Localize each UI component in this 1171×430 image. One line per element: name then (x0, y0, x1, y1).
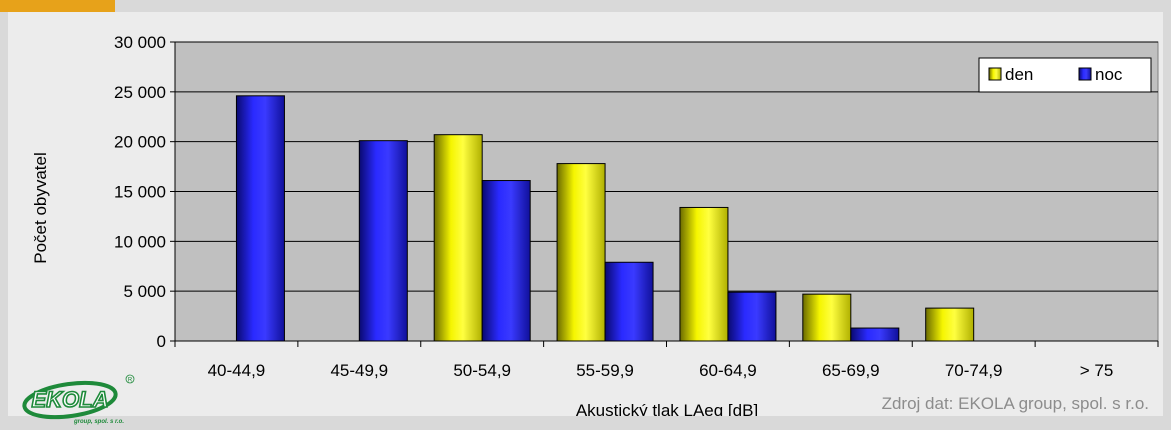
x-tick-label: 60-64,9 (699, 361, 757, 380)
x-tick-label: 70-74,9 (945, 361, 1003, 380)
bar-chart: 0 5 000 10 000 15 000 20 000 25 000 30 000 40-4… (31, 33, 1159, 416)
x-axis-title: Akustický tlak LAeq [dB] (576, 401, 758, 416)
source-note: Zdroj dat: EKOLA group, spol. s r.o. (881, 394, 1149, 413)
y-tick-label: 15 000 (114, 183, 166, 202)
legend-label-den: den (1005, 65, 1033, 84)
bar-noc (481, 180, 531, 342)
legend-swatch-noc (1078, 67, 1092, 81)
y-tick-label: 5 000 (123, 282, 166, 301)
bar-den (925, 307, 975, 342)
x-tick-label: > 75 (1080, 361, 1114, 380)
bar-den (433, 134, 483, 342)
ekola-logo: EKOLA R (22, 374, 135, 420)
logo-tagline: group, spol. s r.o. (74, 419, 125, 425)
bar-noc (235, 95, 285, 342)
bar-noc (358, 140, 408, 342)
bar-noc (727, 291, 777, 342)
y-tick-label: 25 000 (114, 83, 166, 102)
bar-noc (850, 327, 900, 342)
x-tick-label: 50-54,9 (453, 361, 511, 380)
bar-den (679, 206, 729, 342)
legend-swatch-den (988, 67, 1002, 81)
corner-tab (0, 0, 115, 12)
x-tick-label: 40-44,9 (208, 361, 266, 380)
chart-panel: 0 5 000 10 000 15 000 20 000 25 000 30 000 40-4… (8, 12, 1163, 425)
x-tick-label: 45-49,9 (330, 361, 388, 380)
bar-noc (604, 261, 654, 342)
logo-text: EKOLA (32, 387, 109, 412)
y-tick-label: 20 000 (114, 133, 166, 152)
y-axis-title: Počet obyvatel (31, 152, 50, 264)
y-tick-label: 10 000 (114, 232, 166, 251)
legend-label-noc: noc (1095, 65, 1123, 84)
bar-den (556, 163, 606, 342)
logo-registered-mark: R (128, 378, 133, 384)
bar-den (802, 293, 852, 342)
x-tick-label: 65-69,9 (822, 361, 880, 380)
legend: den noc (978, 57, 1152, 93)
y-tick-label: 0 (157, 332, 166, 351)
x-tick-label: 55-59,9 (576, 361, 634, 380)
y-tick-label: 30 000 (114, 33, 166, 52)
